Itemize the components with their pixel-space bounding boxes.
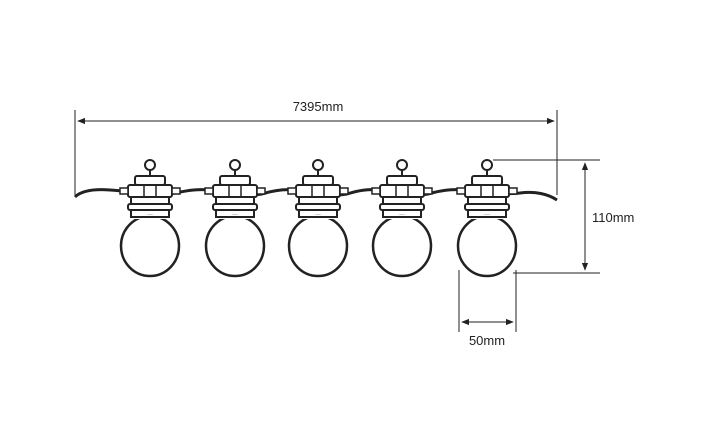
socket-connector [127, 184, 173, 198]
total-length-label: 7395mm [293, 99, 344, 114]
bulb-globe [119, 214, 181, 278]
bulb-height-label: 110mm [592, 210, 634, 225]
bulb-width-label: 50mm [469, 333, 505, 348]
hook-icon [229, 159, 241, 171]
bulb-3 [287, 159, 349, 278]
hook-icon [144, 159, 156, 171]
socket-cap [386, 175, 418, 186]
bulb-globe [371, 214, 433, 278]
socket-cap [219, 175, 251, 186]
hook-icon [312, 159, 324, 171]
socket-connector [212, 184, 258, 198]
socket-cap [471, 175, 503, 186]
hook-icon [481, 159, 493, 171]
bulb-globe [456, 214, 518, 278]
socket-connector [379, 184, 425, 198]
socket-connector [295, 184, 341, 198]
hook-icon [396, 159, 408, 171]
bulb-globe [287, 214, 349, 278]
bulb-1 [119, 159, 181, 278]
socket-cap [302, 175, 334, 186]
bulb-4 [371, 159, 433, 278]
socket-cap [134, 175, 166, 186]
total-length-dimension: 7395mm [74, 99, 558, 195]
socket-connector [464, 184, 510, 198]
bulb-globe [204, 214, 266, 278]
bulb-height-dimension: 110mm [493, 159, 634, 274]
bulb-2 [204, 159, 266, 278]
bulbs-group [119, 159, 518, 278]
bulb-5 [456, 159, 518, 278]
bulb-width-dimension: 50mm [458, 270, 517, 348]
